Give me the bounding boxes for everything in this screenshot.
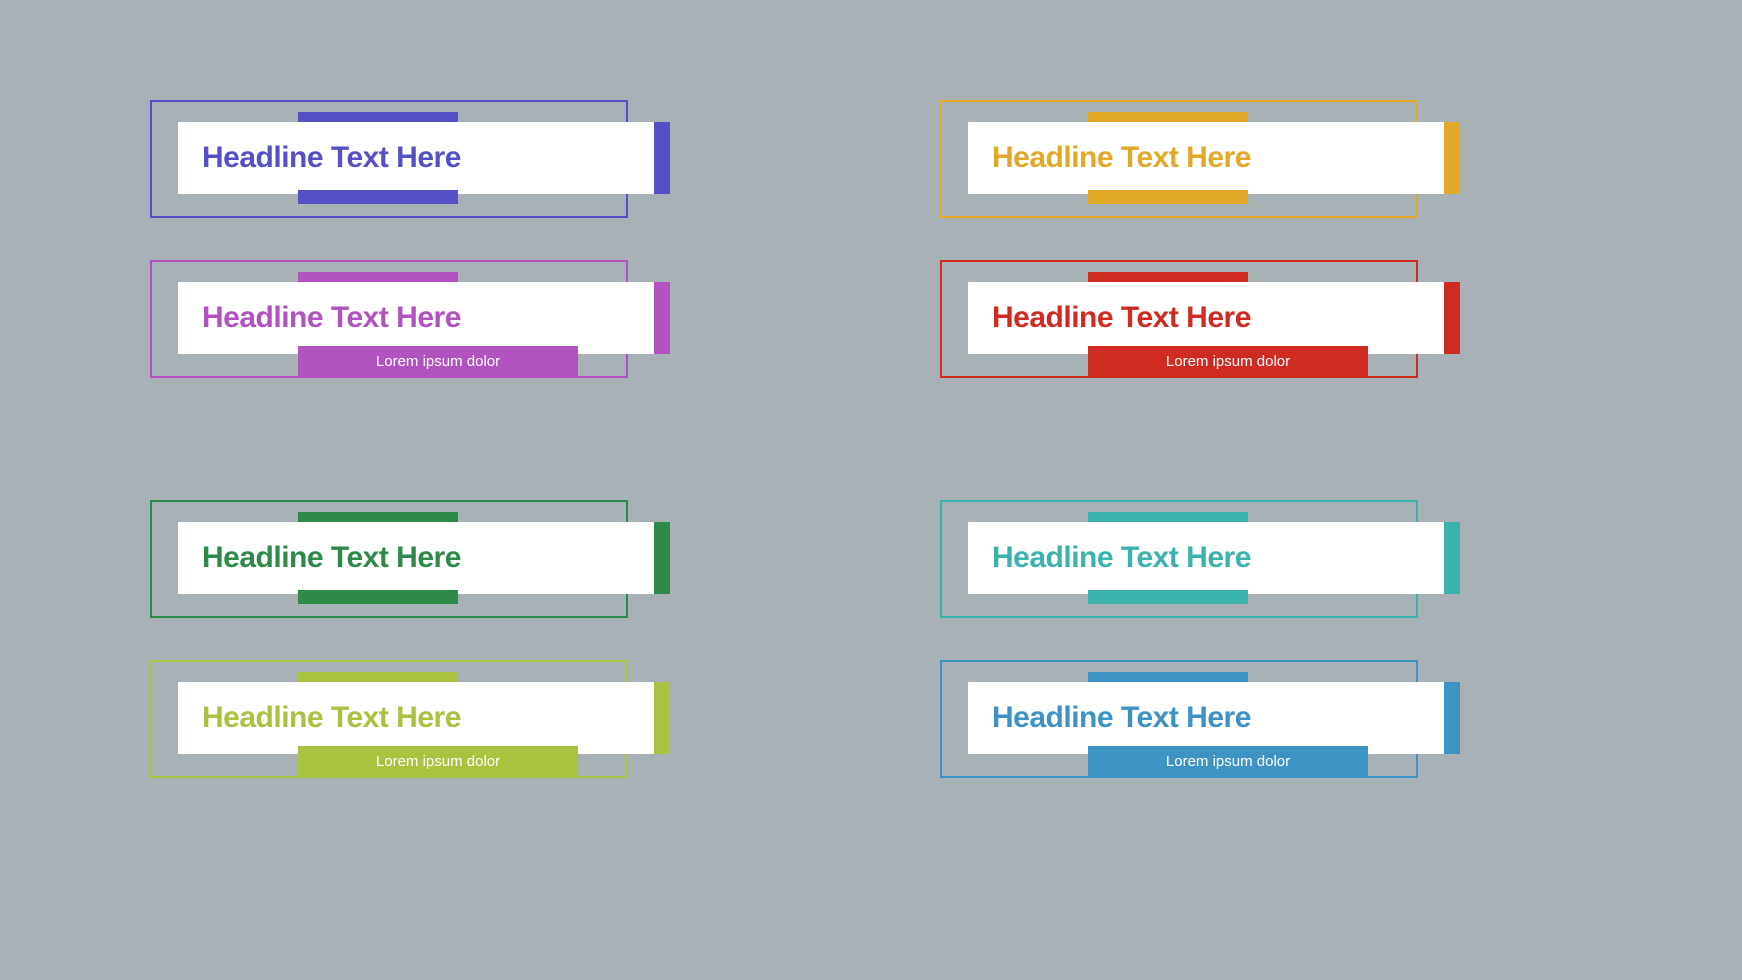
bottom-accent [1088,590,1248,604]
right-accent [654,682,670,754]
banner-yellow: Headline Text Here [940,100,1460,220]
headline-text: Headline Text Here [968,141,1251,175]
right-accent [1444,122,1460,194]
headline-bar: Headline Text Here [968,522,1458,594]
headline-text: Headline Text Here [968,701,1251,735]
banner-green: Headline Text Here [150,500,670,620]
right-accent [654,282,670,354]
sub-bar: Lorem ipsum dolor [298,746,578,776]
banner-red: Headline Text Here Lorem ipsum dolor [940,260,1460,380]
sub-text: Lorem ipsum dolor [376,353,500,370]
headline-bar: Headline Text Here [178,122,668,194]
bottom-accent [298,590,458,604]
sub-text: Lorem ipsum dolor [1166,353,1290,370]
banner-olive: Headline Text Here Lorem ipsum dolor [150,660,670,780]
headline-text: Headline Text Here [968,541,1251,575]
group-spacer [150,420,1590,460]
banner-grid: Headline Text Here Headline Text Here He… [150,100,1590,780]
headline-bar: Headline Text Here [968,122,1458,194]
headline-text: Headline Text Here [178,301,461,335]
bottom-accent [298,190,458,204]
sub-text: Lorem ipsum dolor [1166,753,1290,770]
headline-bar: Headline Text Here [178,522,668,594]
headline-bar: Headline Text Here [968,282,1458,354]
sub-bar: Lorem ipsum dolor [298,346,578,376]
right-accent [1444,282,1460,354]
bottom-accent [1088,190,1248,204]
right-accent [1444,682,1460,754]
right-accent [654,122,670,194]
banner-purple: Headline Text Here [150,100,670,220]
sub-bar: Lorem ipsum dolor [1088,746,1368,776]
banner-teal: Headline Text Here [940,500,1460,620]
headline-text: Headline Text Here [178,701,461,735]
right-accent [1444,522,1460,594]
banner-blue: Headline Text Here Lorem ipsum dolor [940,660,1460,780]
headline-text: Headline Text Here [968,301,1251,335]
sub-text: Lorem ipsum dolor [376,753,500,770]
headline-bar: Headline Text Here [178,682,668,754]
headline-text: Headline Text Here [178,141,461,175]
headline-bar: Headline Text Here [968,682,1458,754]
sub-bar: Lorem ipsum dolor [1088,346,1368,376]
right-accent [654,522,670,594]
headline-text: Headline Text Here [178,541,461,575]
banner-magenta: Headline Text Here Lorem ipsum dolor [150,260,670,380]
headline-bar: Headline Text Here [178,282,668,354]
